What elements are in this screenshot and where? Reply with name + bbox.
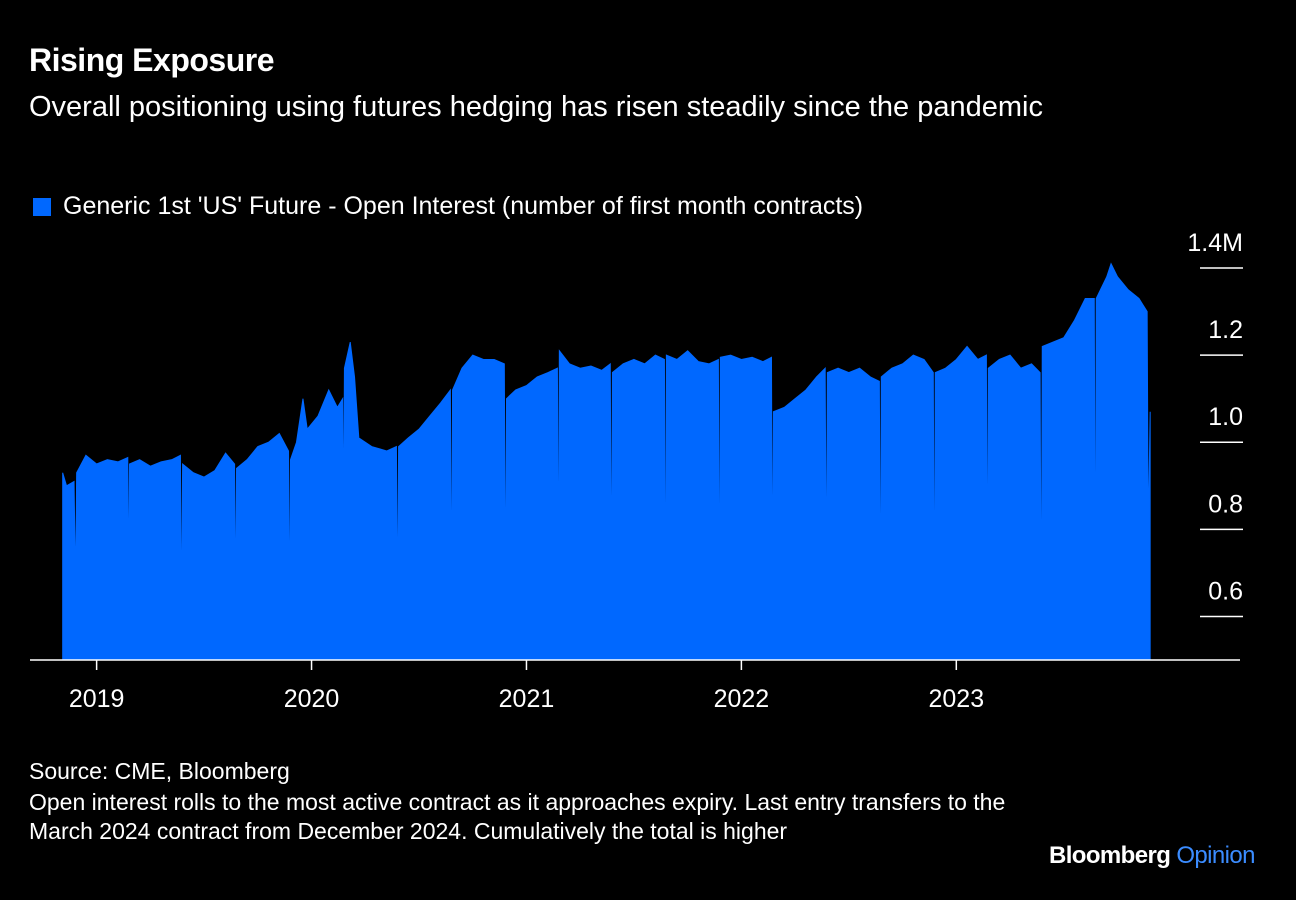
legend-swatch (33, 197, 51, 216)
area (62, 262, 1151, 661)
y-tick-label: 1.2 (1208, 316, 1243, 344)
legend-label: Generic 1st 'US' Future - Open Interest … (63, 192, 864, 220)
x-tick-label: 2019 (69, 685, 125, 713)
x-tick-label: 2021 (499, 685, 555, 713)
chart-title: Rising Exposure (29, 42, 275, 78)
y-tick-label: 0.8 (1208, 490, 1243, 518)
chart-subtitle: Overall positioning using futures hedgin… (29, 91, 1043, 123)
brand-name: Bloomberg (1049, 842, 1171, 869)
x-tick-label: 2020 (284, 685, 340, 713)
y-tick-label: 1.0 (1208, 403, 1243, 431)
y-tick-label: 0.6 (1208, 577, 1243, 605)
x-tick-label: 2022 (714, 685, 770, 713)
x-tick-label: 2023 (928, 685, 984, 713)
brand-section: Opinion (1176, 842, 1255, 869)
y-tick-label: 1.4M (1187, 229, 1243, 257)
brand: Bloomberg Opinion (1049, 842, 1255, 870)
source: Source: CME, Bloomberg (29, 758, 290, 784)
note: Open interest rolls to the most active c… (29, 789, 1006, 844)
legend: Generic 1st 'US' Future - Open Interest … (33, 192, 863, 221)
